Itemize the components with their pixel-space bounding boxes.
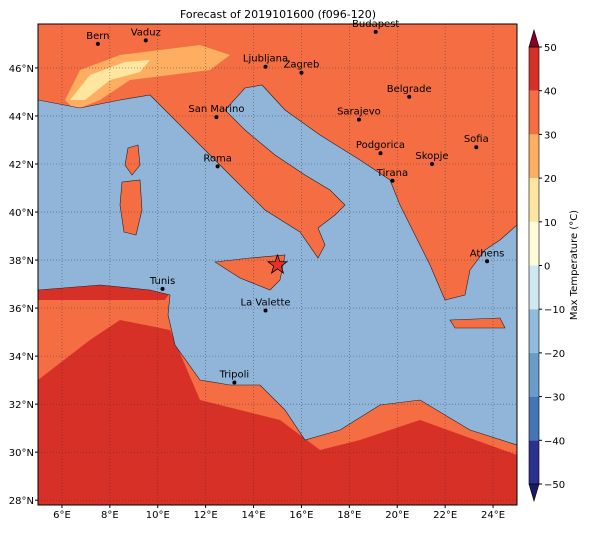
colorbar-tick-label: 40 bbox=[544, 87, 557, 98]
city-label: Tunis bbox=[149, 276, 175, 287]
lon-tick-label: 24°E bbox=[481, 510, 505, 521]
city-dot bbox=[214, 115, 219, 120]
colorbar-extend-low bbox=[528, 483, 540, 503]
city-dot bbox=[232, 380, 237, 385]
sardinia bbox=[119, 179, 143, 236]
lon-tick-label: 12°E bbox=[194, 510, 218, 521]
colorbar-tick-label: 50 bbox=[544, 43, 557, 54]
city-dot bbox=[143, 38, 148, 43]
city-label: Budapest bbox=[352, 19, 399, 30]
colorbar-tick-label: 10 bbox=[544, 218, 557, 229]
city-label: Belgrade bbox=[387, 84, 432, 95]
city-label: Podgorica bbox=[356, 140, 405, 151]
star-marker bbox=[266, 253, 289, 274]
alps-cool bbox=[65, 45, 230, 110]
colorbar-tick-label: 0 bbox=[544, 262, 550, 273]
lat-tick-label: 30°N bbox=[9, 448, 34, 459]
lon-tick-label: 14°E bbox=[242, 510, 266, 521]
lon-tick-label: 8°E bbox=[101, 510, 119, 521]
colorbar-bin bbox=[529, 309, 539, 353]
corsica bbox=[124, 144, 141, 176]
city-dot bbox=[373, 29, 378, 34]
city-dot bbox=[390, 178, 395, 183]
crete bbox=[449, 317, 506, 329]
city-dot bbox=[160, 286, 165, 291]
map-frame bbox=[37, 23, 518, 506]
city-label: Sarajevo bbox=[337, 107, 381, 118]
lon-tick-label: 18°E bbox=[337, 510, 361, 521]
colorbar-bin bbox=[529, 178, 539, 222]
colorbar-bin bbox=[529, 47, 539, 91]
city-dot bbox=[378, 151, 383, 156]
city-dot bbox=[299, 70, 304, 75]
city-label: Tirana bbox=[376, 168, 408, 179]
city-label: La Valette bbox=[241, 297, 291, 308]
city-dot bbox=[429, 162, 434, 167]
lat-tick-label: 44°N bbox=[9, 112, 34, 123]
lat-tick-label: 32°N bbox=[9, 400, 34, 411]
lat-tick-label: 40°N bbox=[9, 208, 34, 219]
lat-tick-label: 38°N bbox=[9, 256, 34, 267]
colorbar-bin bbox=[529, 134, 539, 179]
city-label: Ljubljana bbox=[243, 54, 288, 65]
city-label: Zagreb bbox=[284, 60, 320, 71]
lon-tick-label: 22°E bbox=[433, 510, 457, 521]
colorbar-tick-label: −40 bbox=[544, 436, 565, 447]
city-dot bbox=[407, 94, 412, 99]
colorbar-tick-label: 20 bbox=[544, 174, 557, 185]
city-label: Skopje bbox=[415, 151, 448, 162]
colorbar-tick-label: −20 bbox=[544, 349, 565, 360]
city-dot bbox=[356, 117, 361, 122]
city-label: Bern bbox=[86, 31, 109, 42]
city-label: Vaduz bbox=[131, 27, 161, 38]
colorbar-bin bbox=[529, 265, 539, 310]
city-label: Roma bbox=[203, 153, 232, 164]
city-dot bbox=[263, 64, 268, 69]
lat-tick-label: 42°N bbox=[9, 160, 34, 171]
city-dot bbox=[485, 259, 490, 264]
alps-cold bbox=[70, 60, 150, 100]
colorbar-tick-label: 30 bbox=[544, 130, 557, 141]
colorbar-label: Max Temperature (°C) bbox=[569, 210, 580, 320]
lat-tick-label: 36°N bbox=[9, 304, 34, 315]
title: Forecast of 2019101600 (f096-120) bbox=[180, 8, 376, 21]
city-dot bbox=[263, 308, 268, 313]
city-dot bbox=[95, 41, 100, 46]
lat-tick-label: 28°N bbox=[9, 496, 34, 507]
city-label: Athens bbox=[470, 248, 505, 259]
city-dot bbox=[474, 145, 479, 150]
colorbar-extend-high bbox=[528, 28, 540, 48]
colorbar-bin bbox=[529, 90, 539, 135]
lat-tick-label: 46°N bbox=[9, 64, 34, 75]
lon-tick-label: 10°E bbox=[146, 510, 170, 521]
colorbar-tick-label: −10 bbox=[544, 305, 565, 316]
colorbar-tick-label: −30 bbox=[544, 393, 565, 404]
city-label: Tripoli bbox=[219, 370, 250, 381]
city-label: Sofia bbox=[464, 134, 489, 145]
city-label: San Marino bbox=[188, 104, 244, 115]
lat-tick-label: 34°N bbox=[9, 352, 34, 363]
lon-tick-label: 6°E bbox=[53, 510, 71, 521]
colorbar-tick-label: −50 bbox=[544, 480, 565, 491]
colorbar-bin bbox=[529, 352, 539, 397]
city-dot bbox=[215, 164, 220, 169]
sicily bbox=[214, 254, 286, 291]
colorbar-bin bbox=[529, 221, 539, 266]
lon-tick-label: 16°E bbox=[289, 510, 313, 521]
colorbar-bin bbox=[529, 440, 539, 484]
lon-tick-label: 20°E bbox=[385, 510, 409, 521]
colorbar-bin bbox=[529, 396, 539, 441]
